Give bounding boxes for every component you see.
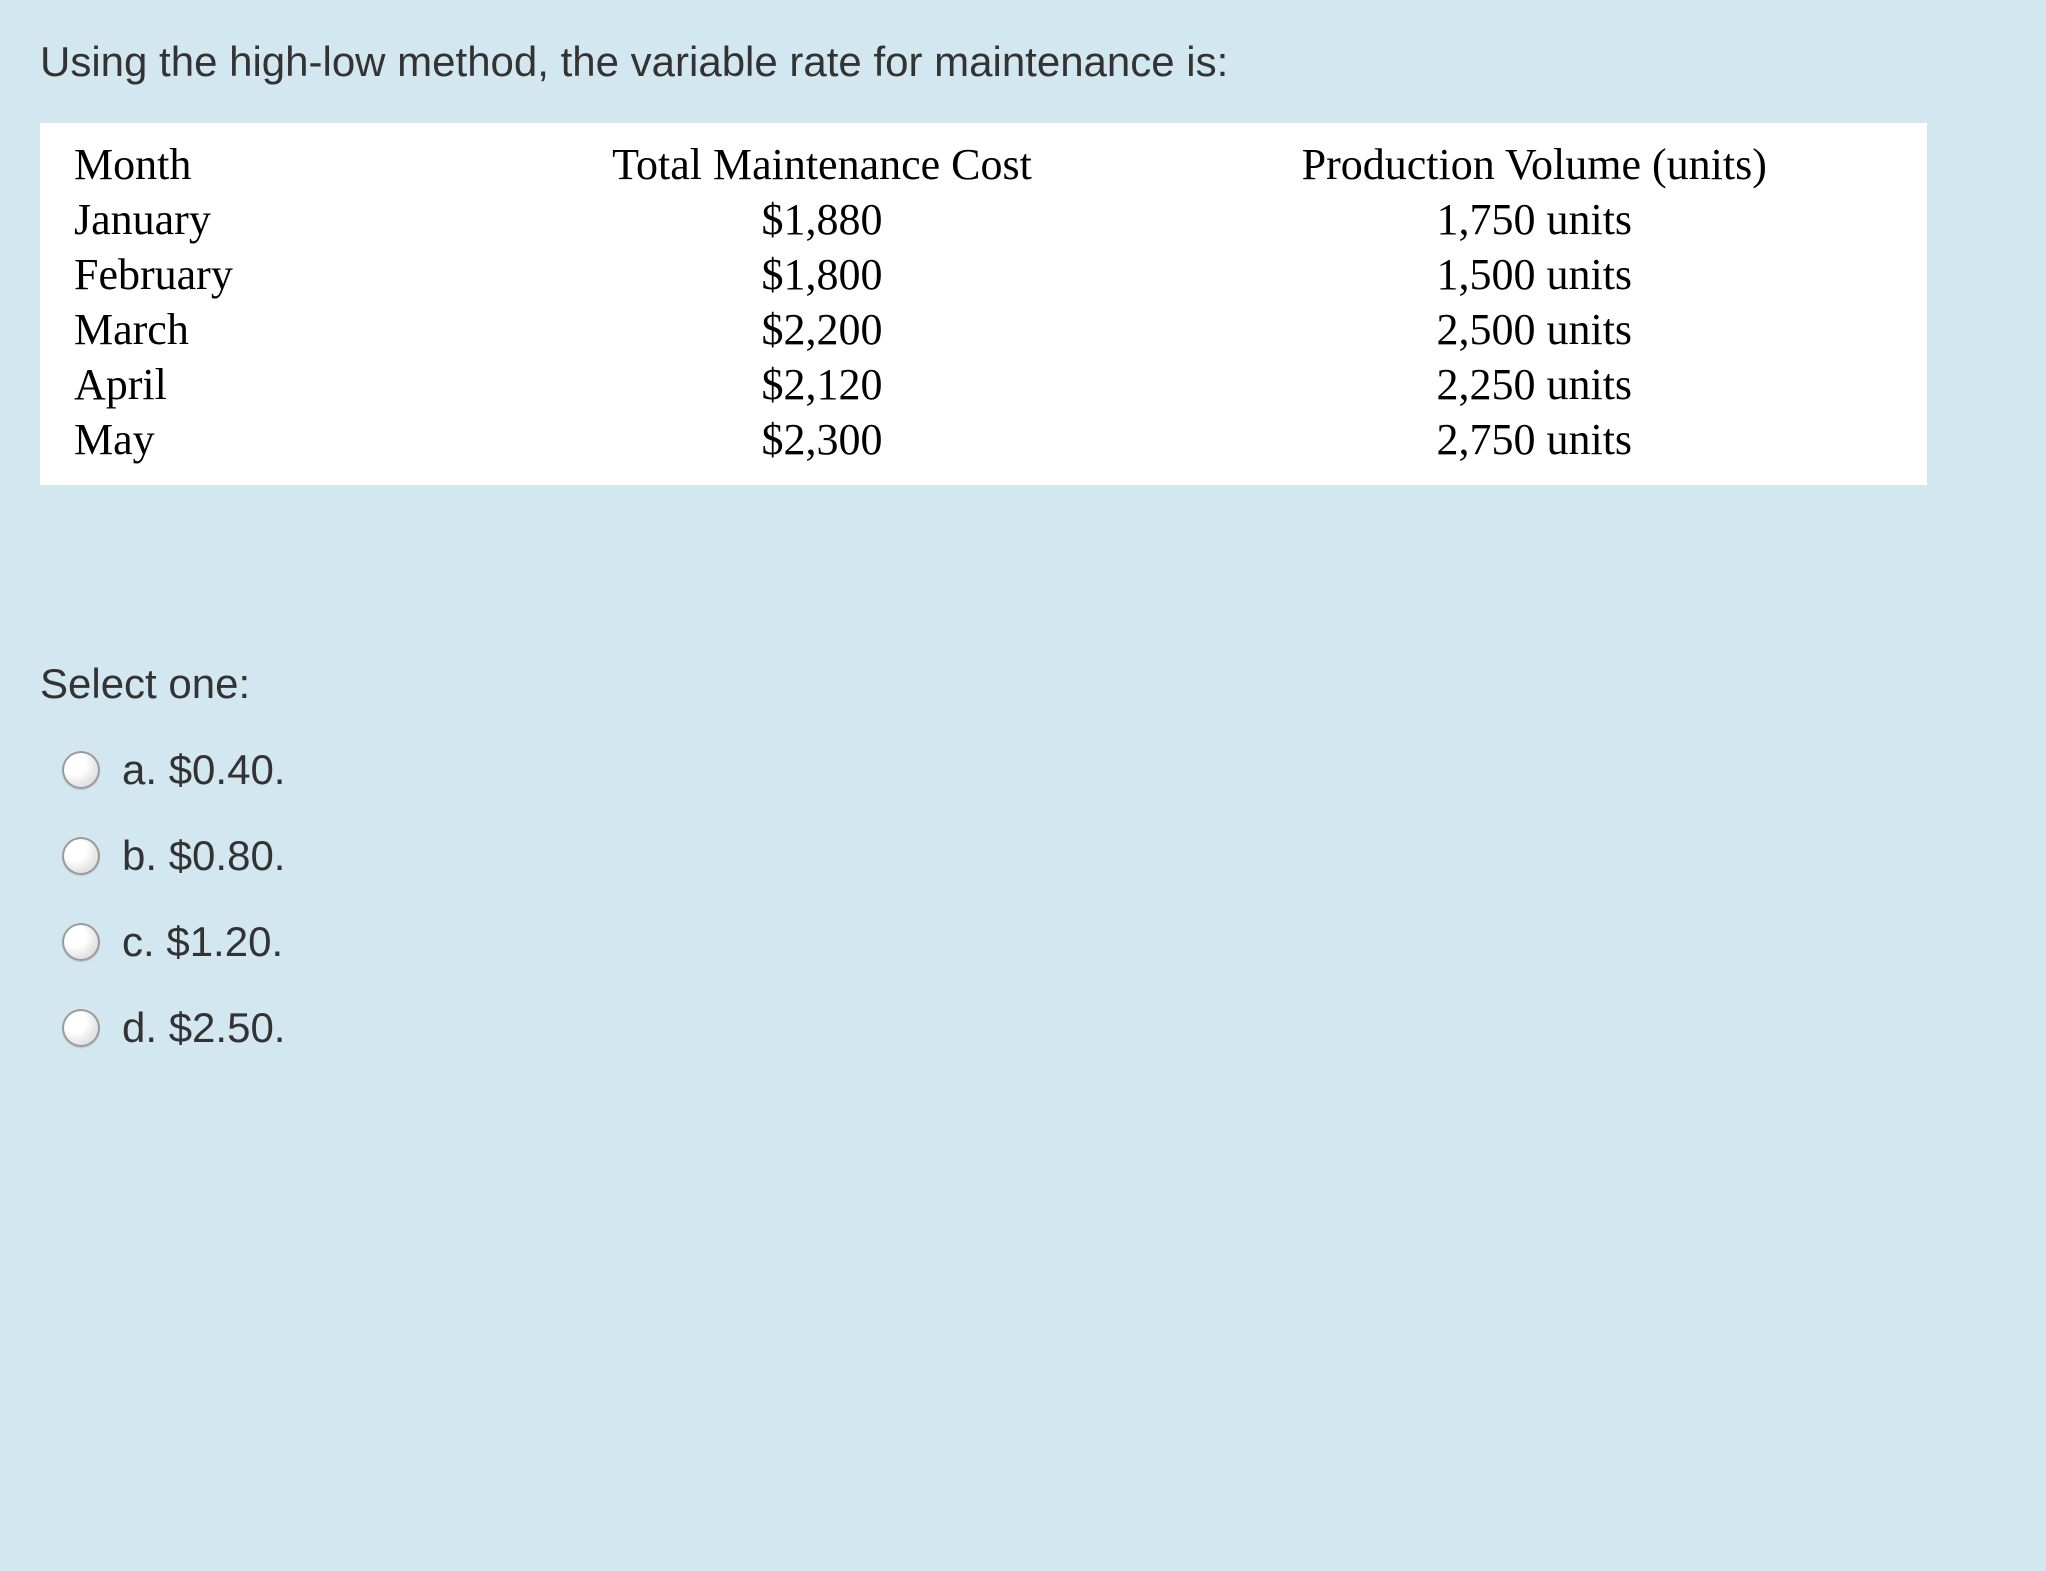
maintenance-cost-table: Month Total Maintenance Cost Production … xyxy=(40,123,1927,485)
table-row: April $2,120 2,250 units xyxy=(68,357,1899,412)
radio-icon[interactable] xyxy=(62,751,100,789)
option-a[interactable]: a. $0.40. xyxy=(62,746,2006,794)
option-label[interactable]: a. $0.40. xyxy=(122,746,285,794)
option-text: $1.20. xyxy=(166,918,283,965)
radio-icon[interactable] xyxy=(62,1009,100,1047)
cell-month: May xyxy=(68,412,475,467)
table-row: May $2,300 2,750 units xyxy=(68,412,1899,467)
cell-volume: 2,500 units xyxy=(1169,302,1899,357)
option-letter: b. xyxy=(122,832,157,879)
option-text: $0.80. xyxy=(169,832,286,879)
option-label[interactable]: c. $1.20. xyxy=(122,918,283,966)
radio-icon[interactable] xyxy=(62,923,100,961)
option-label[interactable]: d. $2.50. xyxy=(122,1004,285,1052)
cell-month: April xyxy=(68,357,475,412)
option-text: $0.40. xyxy=(169,746,286,793)
cell-cost: $2,300 xyxy=(475,412,1169,467)
option-text: $2.50. xyxy=(169,1004,286,1051)
col-header-cost: Total Maintenance Cost xyxy=(475,137,1169,192)
option-c[interactable]: c. $1.20. xyxy=(62,918,2006,966)
cell-cost: $1,880 xyxy=(475,192,1169,247)
col-header-volume: Production Volume (units) xyxy=(1169,137,1899,192)
option-letter: d. xyxy=(122,1004,157,1051)
cell-cost: $2,120 xyxy=(475,357,1169,412)
select-one-prompt: Select one: xyxy=(40,660,2006,708)
cell-volume: 1,500 units xyxy=(1169,247,1899,302)
option-letter: c. xyxy=(122,918,155,965)
cell-month: February xyxy=(68,247,475,302)
table-header-row: Month Total Maintenance Cost Production … xyxy=(68,137,1899,192)
option-b[interactable]: b. $0.80. xyxy=(62,832,2006,880)
option-d[interactable]: d. $2.50. xyxy=(62,1004,2006,1052)
option-label[interactable]: b. $0.80. xyxy=(122,832,285,880)
cell-cost: $1,800 xyxy=(475,247,1169,302)
table-row: February $1,800 1,500 units xyxy=(68,247,1899,302)
table-row: January $1,880 1,750 units xyxy=(68,192,1899,247)
cell-month: January xyxy=(68,192,475,247)
col-header-month: Month xyxy=(68,137,475,192)
radio-icon[interactable] xyxy=(62,837,100,875)
cell-volume: 2,250 units xyxy=(1169,357,1899,412)
cell-volume: 2,750 units xyxy=(1169,412,1899,467)
cell-month: March xyxy=(68,302,475,357)
cell-cost: $2,200 xyxy=(475,302,1169,357)
option-letter: a. xyxy=(122,746,157,793)
cell-volume: 1,750 units xyxy=(1169,192,1899,247)
table-row: March $2,200 2,500 units xyxy=(68,302,1899,357)
question-text: Using the high-low method, the variable … xyxy=(40,30,2006,93)
answer-options: a. $0.40. b. $0.80. c. $1.20. d. $2.50. xyxy=(40,746,2006,1052)
